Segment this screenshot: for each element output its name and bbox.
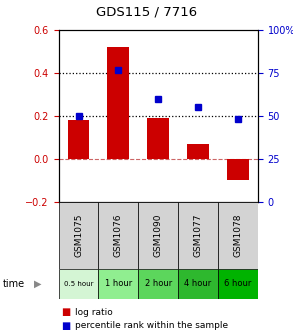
Text: GSM1075: GSM1075 <box>74 213 83 257</box>
Text: GDS115 / 7716: GDS115 / 7716 <box>96 5 197 18</box>
Bar <box>59 202 98 269</box>
Text: GSM1078: GSM1078 <box>234 213 242 257</box>
Text: GSM1077: GSM1077 <box>194 213 202 257</box>
Bar <box>147 118 169 159</box>
Text: ▶: ▶ <box>34 279 42 289</box>
Text: ■: ■ <box>62 321 71 331</box>
Text: 6 hour: 6 hour <box>224 280 252 288</box>
Bar <box>178 269 218 299</box>
Text: percentile rank within the sample: percentile rank within the sample <box>75 322 228 330</box>
Bar <box>68 120 89 159</box>
Text: time: time <box>3 279 25 289</box>
Bar <box>98 269 138 299</box>
Bar <box>218 269 258 299</box>
Text: ■: ■ <box>62 307 71 318</box>
Bar <box>138 202 178 269</box>
Text: 2 hour: 2 hour <box>144 280 172 288</box>
Text: GSM1090: GSM1090 <box>154 213 163 257</box>
Text: 1 hour: 1 hour <box>105 280 132 288</box>
Bar <box>59 269 98 299</box>
Text: 0.5 hour: 0.5 hour <box>64 281 93 287</box>
Bar <box>218 202 258 269</box>
Bar <box>108 47 129 159</box>
Bar <box>178 202 218 269</box>
Bar <box>187 144 209 159</box>
Bar <box>227 159 249 180</box>
Text: GSM1076: GSM1076 <box>114 213 123 257</box>
Bar <box>138 269 178 299</box>
Text: 4 hour: 4 hour <box>184 280 212 288</box>
Text: log ratio: log ratio <box>75 308 113 317</box>
Bar <box>98 202 138 269</box>
